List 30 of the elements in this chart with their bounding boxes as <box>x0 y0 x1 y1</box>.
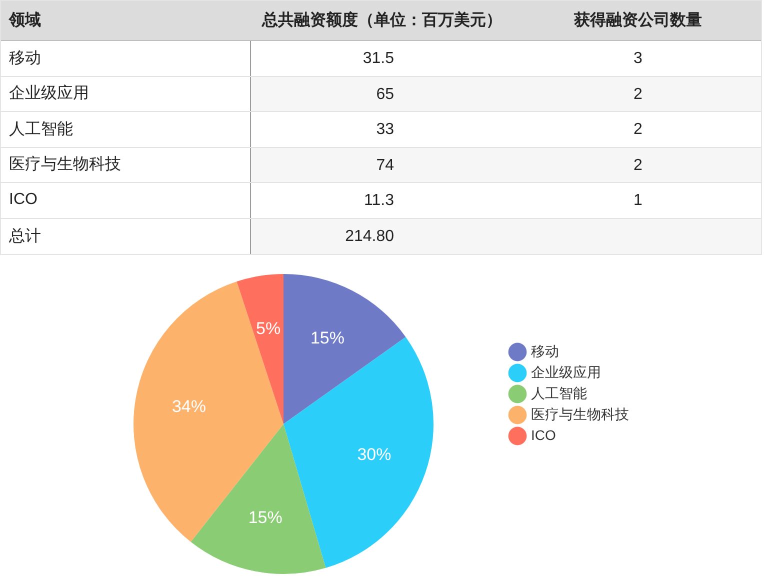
legend-label: ICO <box>531 426 556 443</box>
category-label: 移动 <box>9 48 41 69</box>
data-label: 31.5 <box>362 50 394 67</box>
data-label: 65 <box>376 86 394 102</box>
text: 领域 <box>9 10 41 31</box>
legend-label: 人工智能 <box>531 384 587 401</box>
data-label: 5% <box>256 318 281 338</box>
data-label: 33 <box>376 121 394 138</box>
category-label: 企业级应用 <box>9 84 89 104</box>
legend-label: 移动 <box>531 342 559 359</box>
data-label: 30% <box>357 445 392 464</box>
data-label: 2 <box>634 121 642 138</box>
data-label: 2 <box>634 86 642 102</box>
category-label: 医疗与生物科技 <box>9 154 121 176</box>
data-label: 15% <box>310 328 345 348</box>
data-label: 3 <box>634 50 642 67</box>
legend-label: 医疗与生物科技 <box>531 406 629 422</box>
data-label: 2 <box>634 156 642 174</box>
series-label: 总共融资额度（单位：百万美元） <box>262 10 502 31</box>
data-label: 34% <box>172 397 206 416</box>
text: 214.80 <box>345 228 394 244</box>
legend-label: 企业级应用 <box>531 364 601 380</box>
category-label: ICO <box>9 191 38 210</box>
data-label: 15% <box>248 508 282 527</box>
data-label: 11.3 <box>364 192 394 209</box>
category-label: 人工智能 <box>9 120 73 140</box>
text: 获得融资公司数量 <box>574 10 702 31</box>
data-label: 74 <box>376 156 394 174</box>
data-label: 1 <box>634 192 642 209</box>
text: 总计 <box>9 226 41 247</box>
